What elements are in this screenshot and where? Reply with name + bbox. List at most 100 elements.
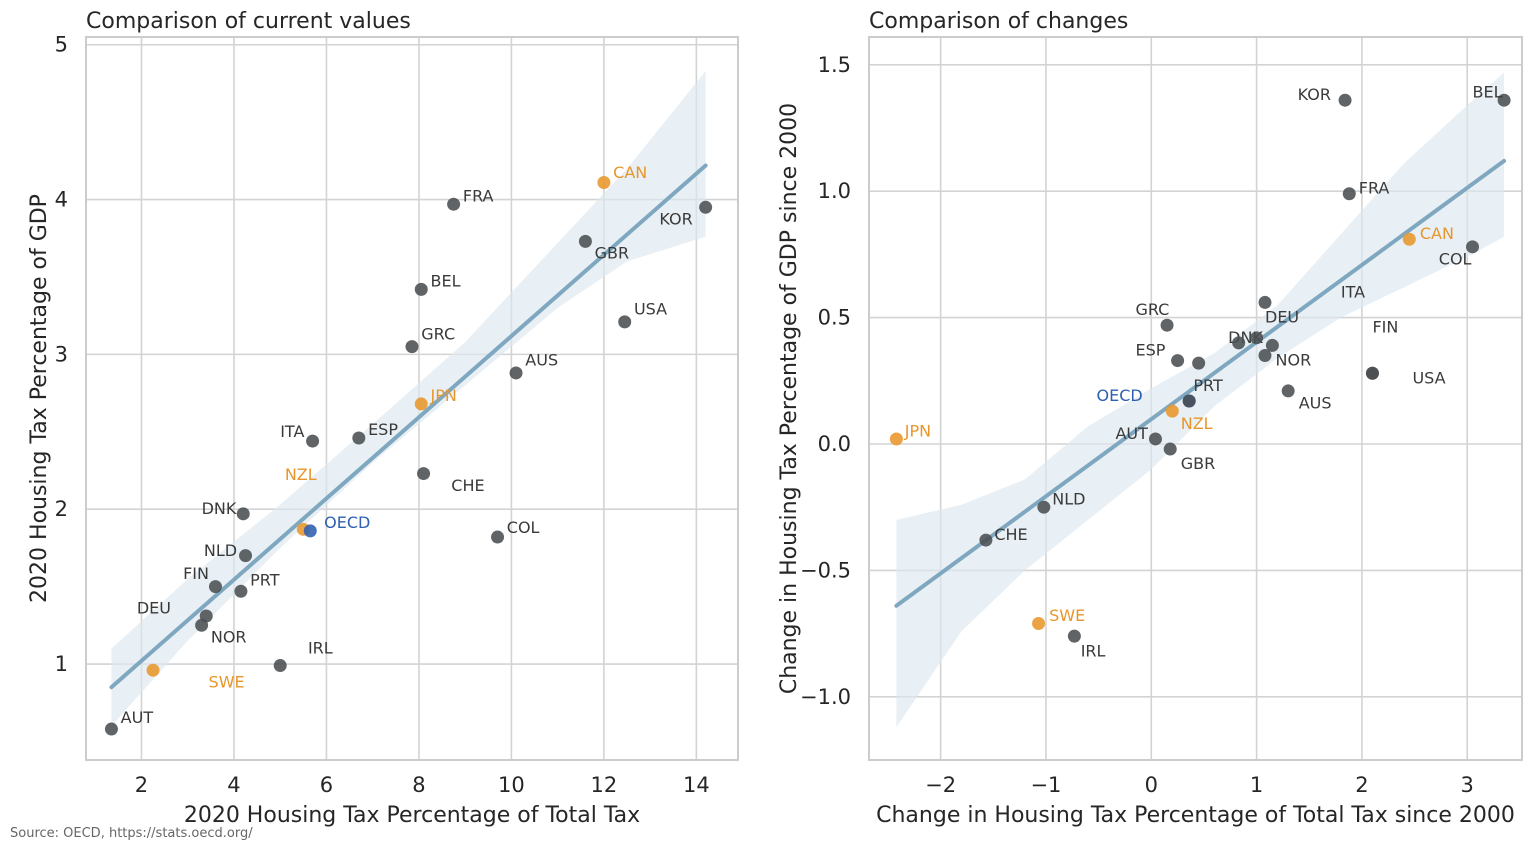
x-tick-label: −1 — [1030, 773, 1061, 797]
x-tick-label: 10 — [498, 773, 525, 797]
point-ita — [1250, 331, 1264, 345]
x-tick-label: 12 — [591, 773, 618, 797]
x-tick-label: 3 — [1461, 773, 1474, 797]
point-label-swe: SWE — [209, 673, 245, 692]
point-kor — [1338, 93, 1352, 107]
point-label-nld: NLD — [1052, 490, 1085, 509]
point-fra — [447, 197, 461, 211]
regression-line — [894, 158, 1507, 608]
point-label-can: CAN — [1420, 224, 1454, 243]
point-label-grc: GRC — [421, 324, 455, 343]
point-gbr — [1163, 442, 1177, 456]
point-can — [597, 176, 611, 190]
point-label-bel: BEL — [430, 272, 460, 291]
point-label-esp: ESP — [368, 420, 398, 439]
point-label-gbr: GBR — [1181, 454, 1216, 473]
point-swe — [146, 663, 160, 677]
x-tick-label: 14 — [683, 773, 710, 797]
point-x1 — [1258, 295, 1272, 309]
point-esp — [352, 431, 366, 445]
y-tick-label: 4 — [55, 188, 68, 212]
point-aut — [1148, 432, 1162, 446]
y-tick-label: 1 — [55, 652, 68, 676]
point-label-dnk: DNK — [202, 499, 237, 518]
point-irl — [273, 659, 287, 673]
x-tick-label: 4 — [227, 773, 240, 797]
point-label-che: CHE — [451, 476, 484, 495]
chart-title: Comparison of changes — [869, 9, 1128, 34]
point-deu — [199, 609, 213, 623]
point-col — [1465, 240, 1479, 254]
point-aut — [104, 722, 118, 736]
y-tick-label: 3 — [55, 342, 68, 366]
point-can — [1402, 232, 1416, 246]
point-label-aus: AUS — [525, 351, 558, 370]
point-usa — [618, 315, 632, 329]
point-label-kor: KOR — [1298, 85, 1331, 104]
point-label-nld: NLD — [204, 541, 237, 560]
point-label-irl: IRL — [1081, 641, 1106, 660]
point-label-fin: FIN — [1372, 318, 1398, 337]
point-label-nor: NOR — [1276, 351, 1312, 370]
point-label-aus: AUS — [1299, 394, 1332, 413]
x-axis-label: 2020 Housing Tax Percentage of Total Tax — [184, 803, 640, 828]
point-prt — [234, 584, 248, 598]
x-tick-label: 2 — [1355, 773, 1368, 797]
point-fin — [208, 580, 222, 594]
point-irl — [1067, 629, 1081, 643]
point-ita — [306, 434, 320, 448]
point-usa — [1365, 366, 1379, 380]
point-jpn — [889, 432, 903, 446]
point-label-bel: BEL — [1472, 83, 1502, 102]
point-aus — [1281, 384, 1295, 398]
y-tick-label: 0.5 — [818, 306, 851, 330]
confidence-band — [111, 71, 706, 726]
point-kor — [699, 200, 713, 214]
point-dnk — [1192, 356, 1206, 370]
chart-title: Comparison of current values — [86, 9, 411, 34]
point-label-fin: FIN — [183, 564, 209, 583]
point-gbr — [578, 234, 592, 248]
point-grc — [1160, 318, 1174, 332]
point-che — [417, 467, 431, 481]
point-nzl — [1165, 404, 1179, 418]
point-label-jpn: JPN — [904, 421, 931, 440]
point-label-swe: SWE — [1049, 606, 1085, 625]
point-label-jpn: JPN — [429, 386, 456, 405]
point-label-aut: AUT — [121, 708, 154, 727]
point-label-oecd: OECD — [1096, 386, 1142, 405]
point-che — [979, 533, 993, 547]
point-label-gbr: GBR — [595, 244, 630, 263]
y-tick-label: 5 — [55, 33, 68, 57]
point-prt — [1182, 394, 1196, 408]
point-aus — [509, 366, 523, 380]
point-bel — [1497, 93, 1511, 107]
axes-frame — [85, 36, 739, 761]
point-label-prt: PRT — [250, 570, 280, 589]
point-oecd — [303, 524, 317, 538]
point-esp — [1171, 354, 1185, 368]
x-tick-label: 6 — [320, 773, 333, 797]
point-dnk — [236, 507, 250, 521]
point-col — [491, 530, 505, 544]
point-label-col: COL — [1439, 249, 1472, 268]
point-label-col: COL — [507, 518, 540, 537]
point-deu — [1232, 336, 1246, 350]
x-tick-label: 1 — [1250, 773, 1263, 797]
y-tick-label: −0.5 — [800, 558, 851, 582]
point-x2 — [1265, 338, 1279, 352]
point-label-nzl: NZL — [285, 465, 317, 484]
point-label-nor: NOR — [211, 628, 247, 647]
regression-line — [109, 163, 708, 690]
y-tick-label: 0.0 — [818, 432, 851, 456]
point-label-ita: ITA — [1341, 282, 1365, 301]
x-axis-label: Change in Housing Tax Percentage of Tota… — [876, 803, 1515, 828]
point-label-prt: PRT — [1193, 376, 1223, 395]
x-tick-label: −2 — [925, 773, 956, 797]
point-grc — [405, 340, 419, 354]
point-label-kor: KOR — [659, 210, 692, 229]
point-label-deu: DEU — [137, 598, 171, 617]
point-nor — [1258, 349, 1272, 363]
point-label-esp: ESP — [1135, 340, 1165, 359]
